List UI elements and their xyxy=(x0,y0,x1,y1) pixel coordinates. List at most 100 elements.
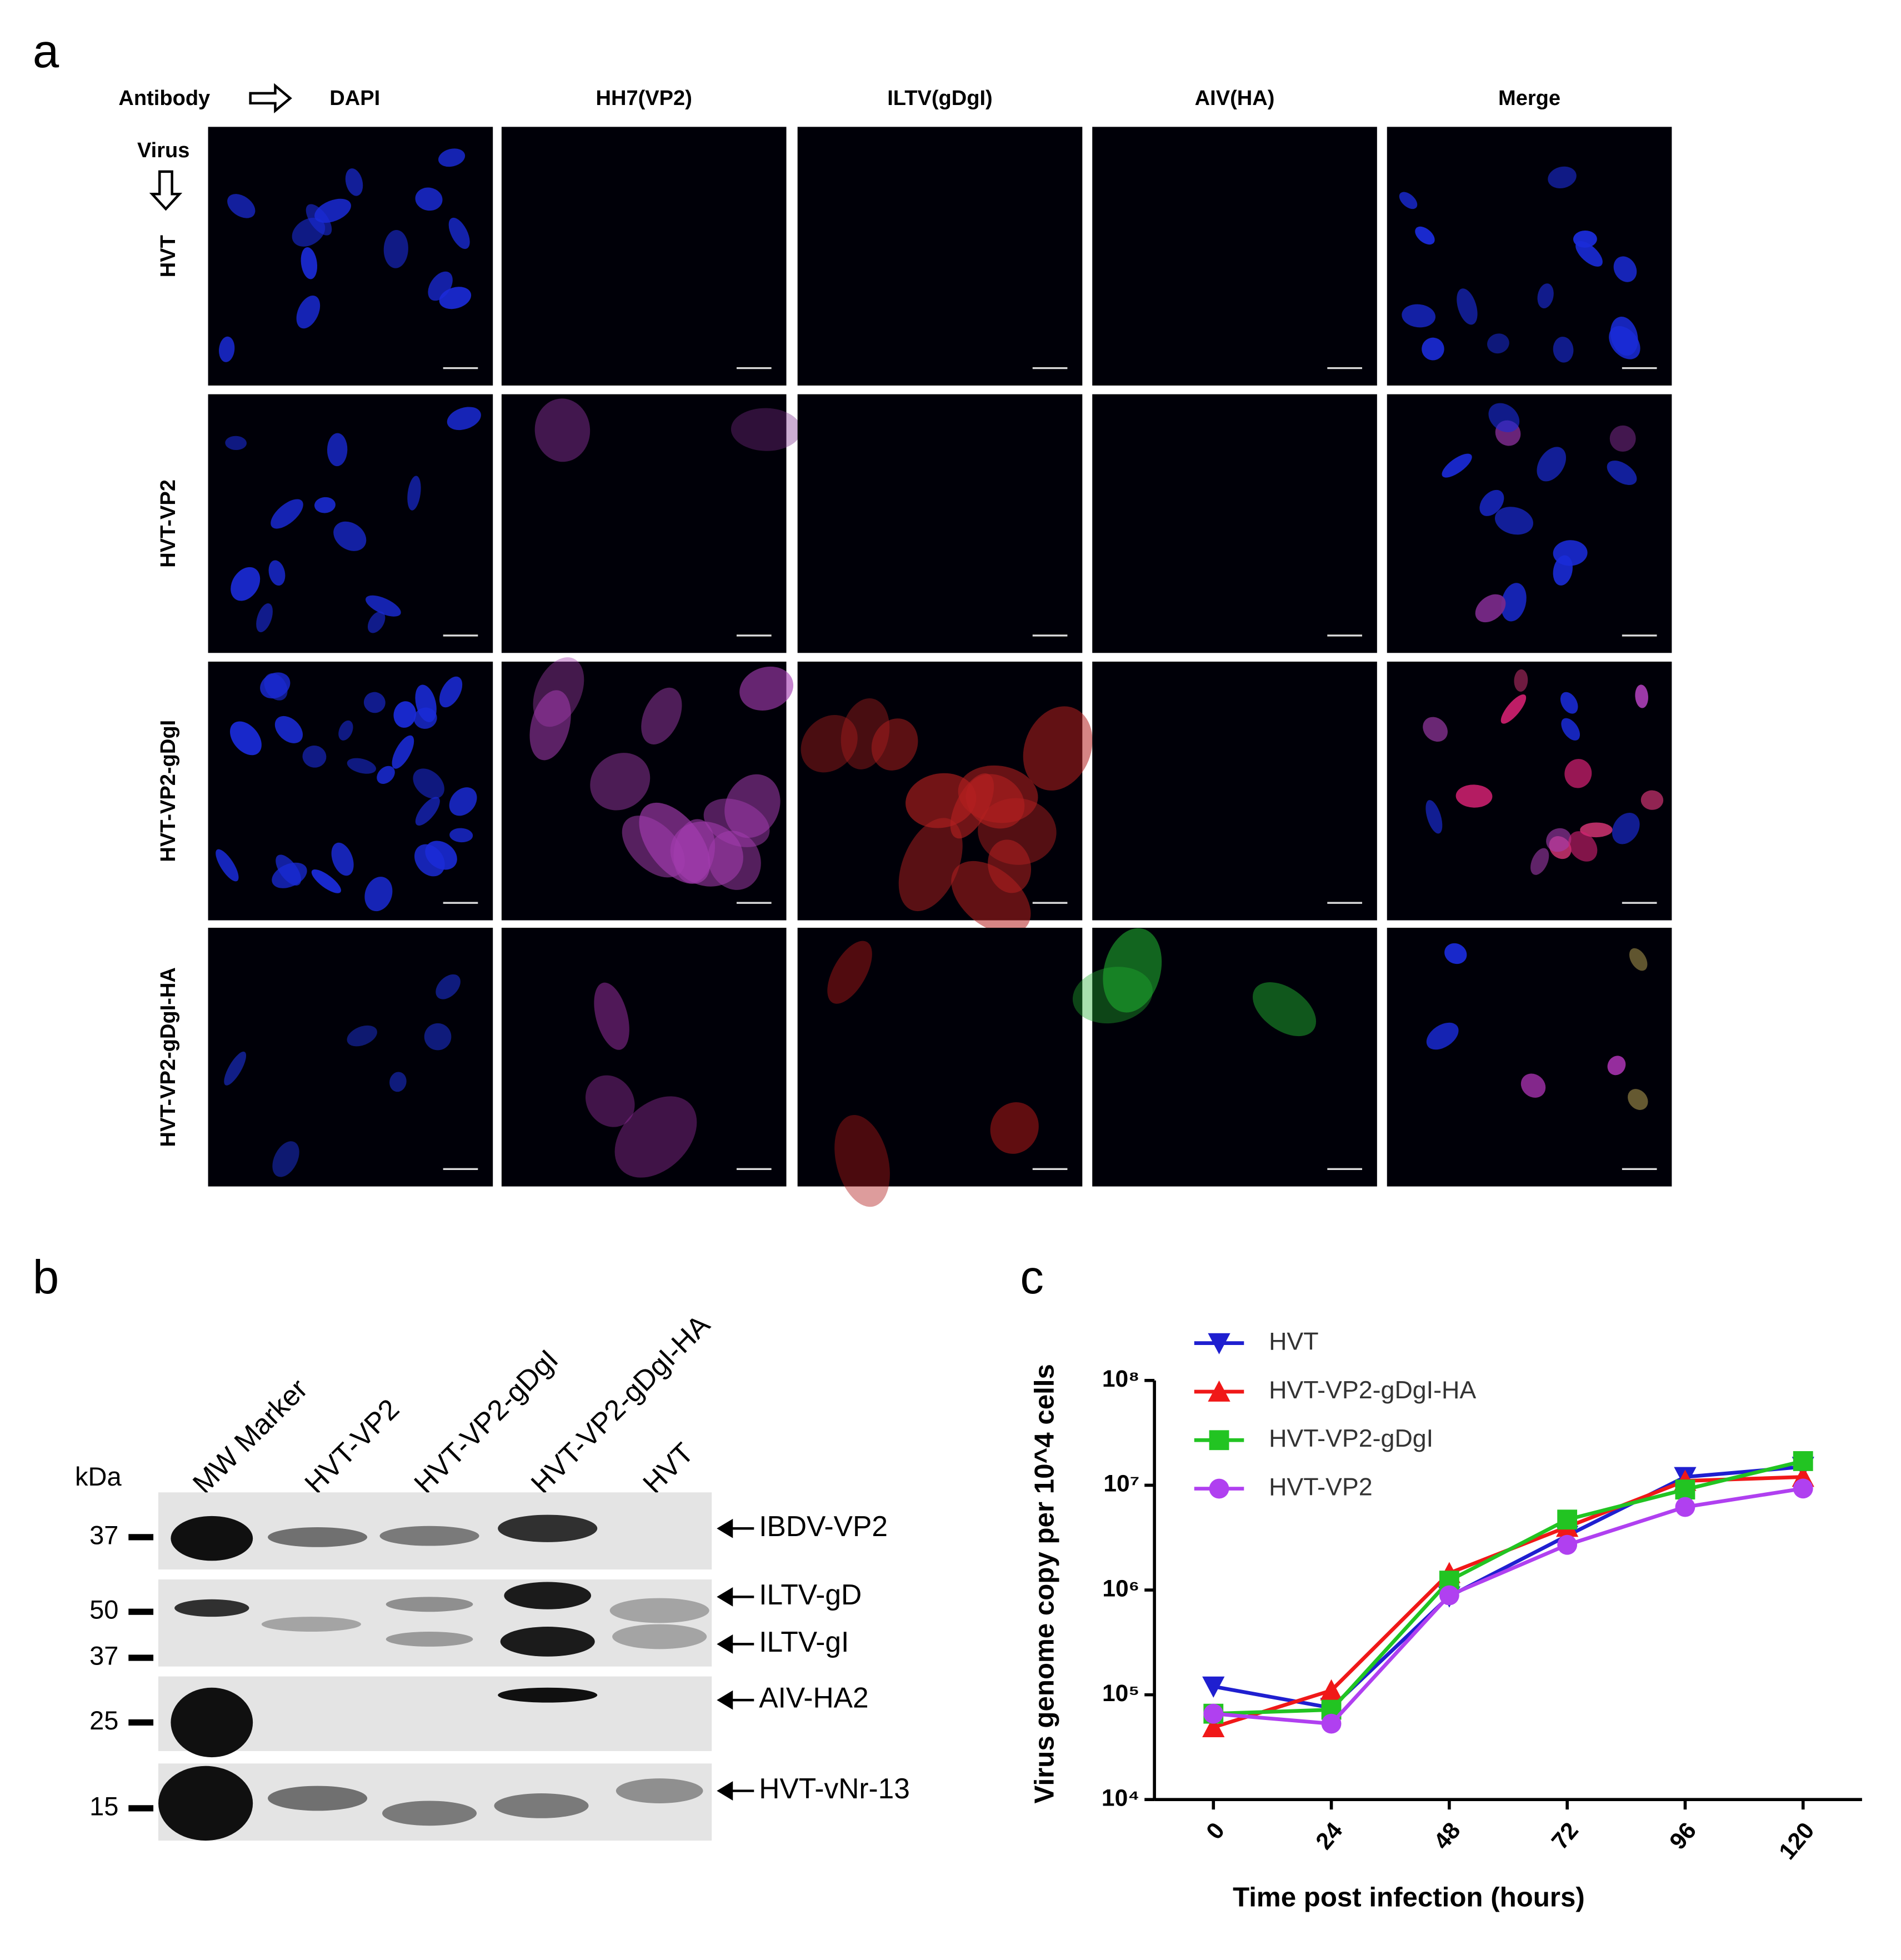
cell xyxy=(739,666,794,711)
cell xyxy=(449,787,477,816)
marker xyxy=(1208,1380,1230,1402)
micrograph xyxy=(501,127,787,386)
cell xyxy=(436,974,461,999)
x-tick-label: 0 xyxy=(1201,1817,1230,1844)
blot-band xyxy=(386,1597,473,1612)
cell xyxy=(414,844,445,877)
cell xyxy=(216,849,239,882)
cell xyxy=(296,295,321,329)
legend-label: HVT-VP2-gDgI-HA xyxy=(1269,1376,1476,1404)
micrograph-cells xyxy=(585,982,697,1178)
cell xyxy=(1553,337,1574,363)
cell xyxy=(1444,943,1467,964)
x-tick-label: 48 xyxy=(1428,1817,1465,1854)
blot-band xyxy=(500,1627,595,1657)
blot-band xyxy=(386,1632,473,1647)
cell xyxy=(301,247,318,279)
cell xyxy=(724,774,781,838)
micrograph xyxy=(797,394,1083,653)
cell xyxy=(219,336,235,362)
cell xyxy=(268,560,286,586)
cell xyxy=(392,735,414,769)
cell xyxy=(1640,790,1664,810)
legend-label: HVT-VP2-gDgI xyxy=(1269,1424,1433,1452)
blot-band xyxy=(612,1624,707,1649)
cell xyxy=(827,941,872,1004)
blot-band xyxy=(158,1766,253,1841)
cell xyxy=(383,229,408,268)
marker xyxy=(1321,1713,1342,1734)
marker-tick xyxy=(128,1654,154,1661)
cell xyxy=(367,611,386,633)
micrograph-cells xyxy=(1072,928,1317,1037)
micrograph-cells xyxy=(1399,166,1640,363)
cell xyxy=(590,753,651,811)
cell xyxy=(1479,489,1504,516)
micrograph xyxy=(208,927,493,1187)
y-tick-label: 10⁸ xyxy=(1102,1366,1139,1392)
blot-band xyxy=(261,1617,361,1632)
micrograph xyxy=(797,127,1083,386)
micrograph xyxy=(797,927,1083,1187)
legend-label: HVT-VP2 xyxy=(1269,1473,1373,1501)
cell xyxy=(271,499,303,529)
x-axis-label: Time post infection (hours) xyxy=(1233,1882,1585,1912)
cell xyxy=(1568,831,1598,862)
cell xyxy=(1530,848,1549,875)
column-label: Merge xyxy=(1498,87,1560,110)
cell xyxy=(413,707,437,729)
cell xyxy=(338,720,353,741)
cell xyxy=(415,187,443,211)
cell xyxy=(990,1102,1039,1154)
cell xyxy=(415,797,440,826)
cell xyxy=(1580,822,1613,838)
marker-label: 15 xyxy=(89,1791,118,1821)
cell xyxy=(413,768,444,799)
cell xyxy=(1253,982,1317,1037)
series-line xyxy=(1213,1459,1804,1716)
cell xyxy=(871,718,918,771)
arrow xyxy=(717,1587,754,1607)
cell xyxy=(363,692,386,713)
cell xyxy=(1514,669,1528,692)
cell xyxy=(260,672,291,699)
cell xyxy=(1564,759,1592,788)
cell xyxy=(1520,1073,1546,1098)
cell xyxy=(424,1023,452,1051)
column-label: HH7(VP2) xyxy=(596,87,692,110)
cell xyxy=(1500,694,1527,724)
marker xyxy=(1202,1716,1225,1737)
marker xyxy=(1209,1478,1229,1499)
cell xyxy=(314,497,336,513)
cell xyxy=(1610,317,1638,356)
marker-label: 37 xyxy=(89,1520,118,1549)
arrow xyxy=(717,1781,754,1801)
series-line xyxy=(1213,1487,1804,1726)
cell xyxy=(614,1096,697,1178)
arrow xyxy=(249,83,292,114)
cell xyxy=(311,869,341,893)
micrograph xyxy=(1092,394,1377,653)
marker xyxy=(1793,1478,1813,1499)
marker xyxy=(1557,1534,1578,1555)
cell xyxy=(449,828,473,843)
cell xyxy=(1455,784,1493,808)
y-axis-label: Virus genome copy per 10^4 cells xyxy=(1029,1364,1059,1803)
band-label: IBDV-VP2 xyxy=(759,1510,888,1542)
micrograph-cells xyxy=(219,148,472,362)
cell xyxy=(256,603,273,632)
cell xyxy=(272,1141,299,1177)
cell xyxy=(529,690,571,761)
cell xyxy=(1415,226,1435,245)
cell xyxy=(1546,828,1572,852)
arrow xyxy=(149,170,183,211)
arrow xyxy=(717,1634,754,1654)
cell xyxy=(1399,192,1418,209)
cell xyxy=(447,407,481,431)
cell xyxy=(1609,425,1636,452)
cell xyxy=(230,721,262,756)
cell xyxy=(1561,718,1580,741)
marker-label: 25 xyxy=(89,1706,118,1735)
series-line xyxy=(1213,1475,1803,1729)
